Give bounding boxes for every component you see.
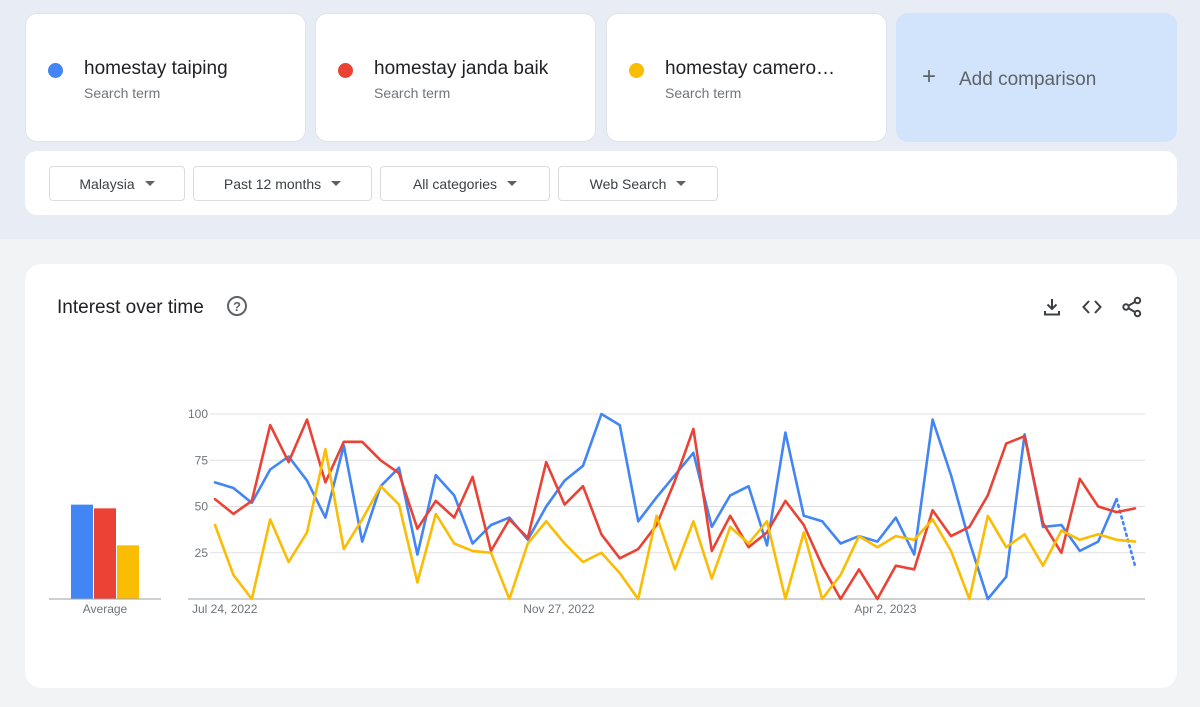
term-color-dot bbox=[48, 63, 63, 78]
region-filter-label: Malaysia bbox=[79, 175, 135, 192]
term-name[interactable]: homestay taiping bbox=[84, 58, 228, 79]
interest-over-time-card: Interest over time ? Average 100 75 50 25 J… bbox=[25, 264, 1177, 688]
add-comparison-label: Add comparison bbox=[959, 69, 1097, 90]
download-icon[interactable] bbox=[1041, 296, 1063, 318]
series-line-2[interactable] bbox=[213, 418, 1137, 601]
series-line-3[interactable] bbox=[213, 447, 1137, 601]
category-filter-label: All categories bbox=[412, 175, 498, 192]
y-tick-label: 75 bbox=[195, 453, 209, 467]
average-chart: Average bbox=[49, 504, 161, 616]
term-type: Search term bbox=[665, 85, 742, 101]
region-filter[interactable]: Malaysia bbox=[49, 166, 185, 201]
x-tick-label: Jul 24, 2022 bbox=[192, 602, 258, 616]
average-label: Average bbox=[83, 602, 128, 616]
series-line-1[interactable] bbox=[213, 412, 1118, 601]
term-color-dot bbox=[338, 63, 353, 78]
chart-title: Interest over time bbox=[57, 297, 204, 318]
x-tick-label: Nov 27, 2022 bbox=[523, 602, 595, 616]
y-tick-label: 25 bbox=[195, 546, 209, 560]
term-name[interactable]: homestay cameron highlands bbox=[665, 58, 840, 79]
add-comparison-button[interactable]: + Add comparison bbox=[896, 13, 1177, 142]
average-bar-2[interactable] bbox=[94, 508, 116, 599]
chart-x-axis: Jul 24, 2022 Nov 27, 2022 Apr 2, 2023 bbox=[192, 602, 917, 616]
y-tick-label: 100 bbox=[188, 407, 208, 421]
filter-bar: Malaysia Past 12 months All categories W… bbox=[25, 151, 1177, 215]
share-icon[interactable] bbox=[1121, 296, 1143, 318]
term-name[interactable]: homestay janda baik bbox=[374, 58, 549, 79]
caret-down-icon bbox=[331, 181, 342, 186]
embed-icon[interactable] bbox=[1081, 296, 1103, 318]
search-type-filter[interactable]: Web Search bbox=[558, 166, 718, 201]
term-color-dot bbox=[629, 63, 644, 78]
chart-series bbox=[213, 412, 1137, 601]
term-card-2[interactable]: homestay janda baik Search term bbox=[315, 13, 596, 142]
term-card-3[interactable]: homestay cameron highlands Search term bbox=[606, 13, 887, 142]
category-filter[interactable]: All categories bbox=[380, 166, 550, 201]
search-type-filter-label: Web Search bbox=[589, 175, 667, 192]
time-range-filter-label: Past 12 months bbox=[223, 175, 322, 192]
chart-gridlines: 100 75 50 25 bbox=[188, 407, 1145, 600]
time-range-filter[interactable]: Past 12 months bbox=[193, 166, 372, 201]
term-card-1[interactable]: homestay taiping Search term bbox=[25, 13, 306, 142]
interest-chart: Average 100 75 50 25 Jul 24, 2022 Nov 27, 20… bbox=[49, 407, 1145, 616]
x-tick-label: Apr 2, 2023 bbox=[854, 602, 916, 616]
plus-icon: + bbox=[922, 63, 937, 90]
help-icon[interactable]: ? bbox=[227, 296, 247, 316]
term-type: Search term bbox=[84, 85, 161, 101]
average-bar-1[interactable] bbox=[71, 504, 93, 599]
caret-down-icon bbox=[144, 181, 155, 186]
average-bar-3[interactable] bbox=[117, 545, 139, 599]
caret-down-icon bbox=[676, 181, 687, 186]
term-type: Search term bbox=[374, 85, 451, 101]
caret-down-icon bbox=[507, 181, 518, 186]
y-tick-label: 50 bbox=[195, 500, 209, 514]
